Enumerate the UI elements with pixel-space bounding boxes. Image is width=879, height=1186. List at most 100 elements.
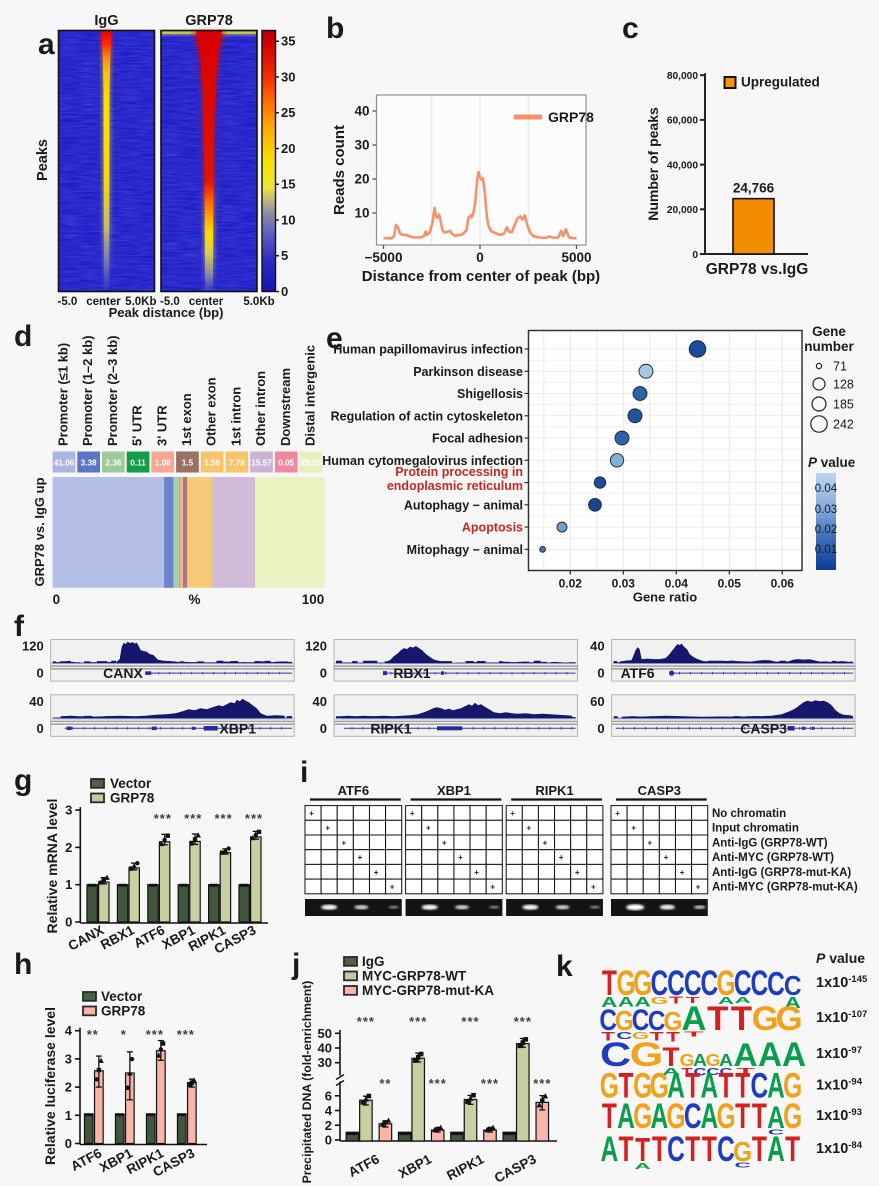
svg-text:6: 6 [325, 1088, 332, 1103]
svg-text:G: G [616, 965, 635, 1003]
svg-text:Parkinson disease: Parkinson disease [413, 365, 523, 379]
svg-text:C: C [767, 967, 785, 1003]
svg-text:b: b [326, 12, 344, 45]
svg-text:+: + [527, 824, 532, 833]
svg-text:GRP78: GRP78 [110, 791, 155, 806]
svg-text:***: *** [146, 1027, 164, 1042]
svg-text:T: T [635, 1133, 650, 1169]
svg-text:0.03: 0.03 [815, 504, 837, 516]
svg-text:Distal intergenic: Distal intergenic [302, 345, 317, 446]
svg-text:A: A [618, 994, 635, 1010]
svg-text:5' UTR: 5' UTR [130, 405, 145, 446]
svg-text:MYC-GRP78-WT: MYC-GRP78-WT [362, 969, 467, 984]
svg-text:C: C [648, 1004, 666, 1036]
svg-text:-5.0: -5.0 [58, 296, 78, 308]
svg-text:+: + [575, 868, 580, 877]
svg-text:GRP78 vs. IgG up: GRP78 vs. IgG up [32, 477, 47, 586]
svg-text:41.06: 41.06 [54, 459, 75, 468]
svg-text:+: + [647, 838, 652, 847]
svg-text:G: G [633, 1098, 652, 1136]
svg-text:0: 0 [65, 1136, 72, 1151]
svg-text:A: A [782, 1035, 806, 1074]
svg-text:C: C [684, 1098, 702, 1136]
svg-text:Human cytomegalovirus infectio: Human cytomegalovirus infection [322, 454, 523, 468]
svg-text:ATF6: ATF6 [346, 1151, 382, 1180]
svg-text:Protein processing in: Protein processing in [395, 465, 523, 479]
svg-text:0.05: 0.05 [718, 577, 742, 591]
svg-text:C: C [734, 965, 752, 1003]
svg-text:5.0Kb: 5.0Kb [243, 296, 274, 308]
svg-text:C: C [784, 970, 802, 1002]
svg-text:e: e [326, 322, 343, 355]
svg-text:+: + [696, 882, 701, 891]
svg-text:T: T [602, 965, 618, 1003]
svg-text:Other exon: Other exon [204, 377, 219, 446]
svg-text:MYC-GRP78-mut-KA: MYC-GRP78-mut-KA [362, 983, 494, 998]
svg-text:Input chromatin: Input chromatin [712, 823, 799, 835]
svg-text:c: c [622, 12, 639, 45]
svg-text:A: A [635, 994, 652, 1010]
svg-text:T: T [619, 1067, 635, 1105]
svg-text:***: *** [514, 1014, 532, 1029]
svg-text:A: A [767, 1100, 785, 1134]
svg-text:2: 2 [325, 1118, 332, 1133]
svg-text:C: C [750, 1067, 768, 1105]
svg-text:T: T [669, 995, 683, 1006]
svg-text:A: A [635, 1161, 651, 1171]
svg-text:T: T [735, 1067, 751, 1105]
svg-text:10: 10 [354, 206, 369, 221]
svg-text:A: A [617, 1098, 635, 1136]
svg-text:Precipitated DNA (fold-enrichm: Precipitated DNA (fold-enrichment) [300, 981, 314, 1184]
svg-text:0: 0 [597, 666, 604, 681]
svg-text:***: *** [245, 811, 263, 826]
svg-text:+: + [358, 853, 363, 862]
svg-text:A: A [767, 1131, 785, 1169]
svg-text:0: 0 [36, 666, 43, 681]
svg-text:4: 4 [325, 1103, 333, 1118]
svg-text:35: 35 [281, 34, 295, 49]
svg-text:G: G [650, 1067, 669, 1105]
svg-text:G: G [679, 1050, 694, 1070]
svg-text:A: A [693, 1050, 707, 1070]
svg-text:G: G [733, 1136, 752, 1168]
svg-text:T: T [602, 1098, 618, 1136]
svg-text:GRP78: GRP78 [185, 13, 233, 29]
svg-text:Upregulated: Upregulated [741, 75, 820, 90]
svg-text:%: % [188, 592, 200, 607]
svg-text:j: j [291, 948, 300, 981]
svg-text:C: C [667, 1131, 685, 1169]
svg-text:40: 40 [313, 694, 327, 709]
svg-text:128: 128 [833, 378, 854, 392]
svg-text:40,000: 40,000 [667, 160, 698, 171]
svg-text:+: + [680, 868, 685, 877]
svg-text:+: + [543, 838, 548, 847]
svg-text:A: A [767, 1067, 785, 1105]
svg-text:A: A [662, 1066, 680, 1078]
svg-text:1.5: 1.5 [182, 459, 194, 468]
svg-text:C: C [717, 1131, 735, 1169]
svg-text:C: C [600, 1036, 631, 1074]
svg-text:No chromatin: No chromatin [712, 808, 786, 820]
svg-text:C: C [700, 965, 718, 1003]
svg-text:A: A [601, 995, 618, 1011]
svg-text:3.38: 3.38 [81, 459, 97, 468]
svg-text:T: T [731, 1000, 752, 1038]
svg-text:G: G [776, 1000, 803, 1038]
svg-text:5: 5 [281, 248, 288, 263]
svg-text:Autophagy − animal: Autophagy − animal [404, 498, 523, 512]
svg-text:20: 20 [354, 172, 369, 187]
svg-text:***: *** [357, 1014, 375, 1029]
svg-text:C: C [750, 965, 768, 1003]
svg-text:1: 1 [65, 1108, 72, 1123]
svg-text:+: + [458, 853, 463, 862]
svg-text:G: G [716, 965, 735, 1003]
svg-text:XBP1: XBP1 [219, 720, 256, 736]
svg-text:GRP78: GRP78 [548, 109, 594, 125]
svg-text:0.05: 0.05 [278, 459, 294, 468]
svg-text:+: + [341, 838, 346, 847]
svg-text:T: T [686, 995, 701, 1005]
svg-text:Distance from center of peak (: Distance from center of peak (bp) [362, 268, 600, 285]
svg-text:***: *** [177, 1027, 195, 1042]
svg-text:+: + [426, 824, 431, 833]
svg-text:RIPK1: RIPK1 [535, 783, 573, 798]
